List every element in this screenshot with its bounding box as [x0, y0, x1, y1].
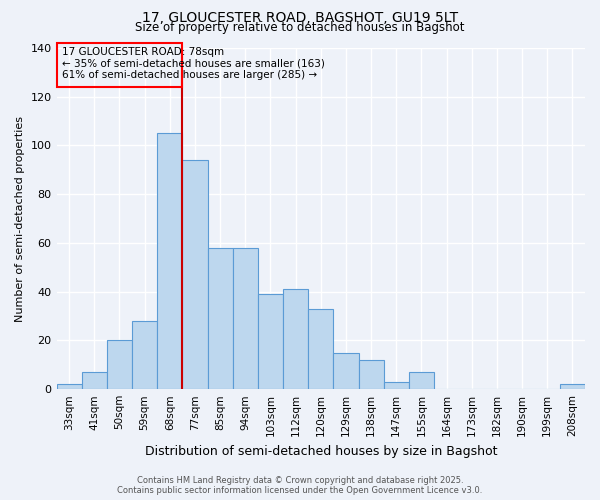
Bar	[359, 360, 383, 389]
Bar	[182, 160, 208, 389]
Text: 17 GLOUCESTER ROAD: 78sqm
← 35% of semi-detached houses are smaller (163)
61% of: 17 GLOUCESTER ROAD: 78sqm ← 35% of semi-…	[62, 46, 325, 80]
Text: 17, GLOUCESTER ROAD, BAGSHOT, GU19 5LT: 17, GLOUCESTER ROAD, BAGSHOT, GU19 5LT	[142, 11, 458, 25]
Bar	[56, 384, 82, 389]
Bar	[308, 309, 334, 389]
Bar	[560, 384, 585, 389]
Bar	[383, 382, 409, 389]
Bar	[334, 352, 359, 389]
Bar	[208, 248, 233, 389]
X-axis label: Distribution of semi-detached houses by size in Bagshot: Distribution of semi-detached houses by …	[145, 444, 497, 458]
Bar	[57, 43, 182, 87]
Bar	[258, 294, 283, 389]
Bar	[82, 372, 107, 389]
Bar	[283, 290, 308, 389]
Bar	[107, 340, 132, 389]
Bar	[409, 372, 434, 389]
Bar	[233, 248, 258, 389]
Bar	[132, 321, 157, 389]
Y-axis label: Number of semi-detached properties: Number of semi-detached properties	[15, 116, 25, 322]
Bar	[157, 134, 182, 389]
Text: Contains HM Land Registry data © Crown copyright and database right 2025.
Contai: Contains HM Land Registry data © Crown c…	[118, 476, 482, 495]
Text: Size of property relative to detached houses in Bagshot: Size of property relative to detached ho…	[135, 22, 465, 35]
